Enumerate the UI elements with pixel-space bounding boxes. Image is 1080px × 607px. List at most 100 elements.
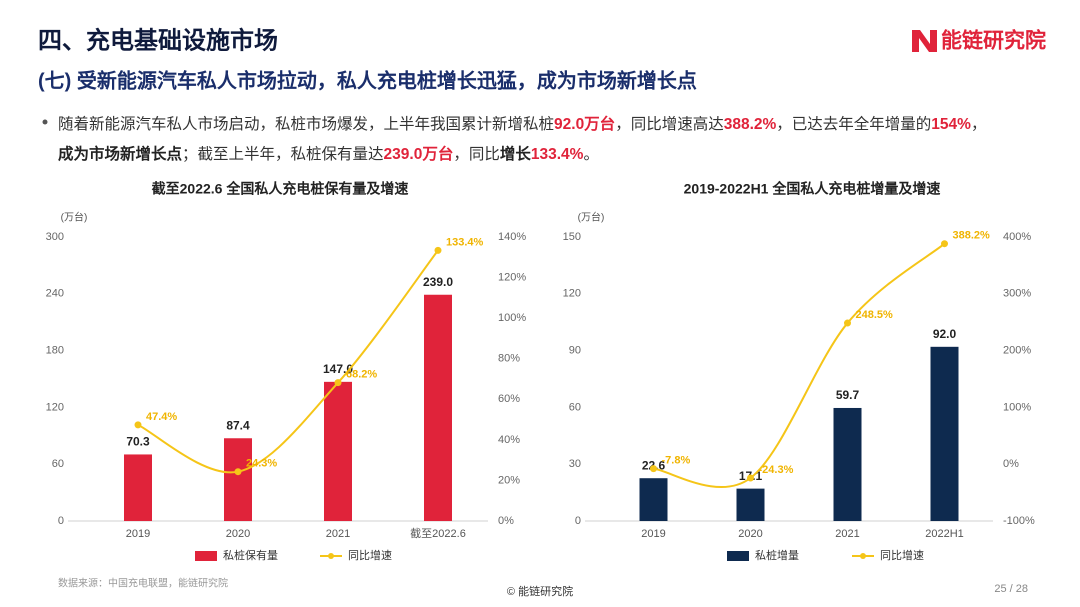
y-tick-label: 0 — [575, 515, 581, 527]
y-tick-label: 180 — [46, 345, 64, 357]
legend-label: 同比增速 — [348, 548, 392, 562]
bar-value-label: 92.0 — [933, 327, 957, 341]
y2-tick-label: 100% — [498, 312, 526, 324]
line-point — [434, 246, 442, 254]
y2-tick-label: 0% — [498, 515, 514, 527]
legend-dot — [860, 553, 866, 559]
y2-tick-label: -100% — [1003, 515, 1035, 527]
bar-value-label: 239.0 — [423, 275, 453, 289]
bullet-text: 成为市场新增长点 — [58, 146, 183, 163]
bullet-text: ，已达去年全年增量的 — [776, 116, 932, 133]
y2-tick-label: 400% — [1003, 231, 1031, 243]
line-value-label: 68.2% — [346, 369, 377, 381]
bar — [833, 407, 862, 521]
y-tick-label: 60 — [569, 401, 581, 413]
bullet-text: ，同比增速高达 — [615, 116, 724, 133]
y-tick-label: 120 — [563, 288, 581, 300]
y2-tick-label: 40% — [498, 434, 520, 446]
line-point — [747, 474, 754, 482]
bar — [324, 381, 352, 521]
bullet-text: ， — [970, 116, 987, 133]
logo-icon — [912, 30, 937, 52]
bullet-text: 154% — [931, 116, 971, 133]
legend-label: 私桩增量 — [755, 548, 799, 562]
x-tick-label: 2021 — [835, 528, 859, 540]
x-tick-label: 2019 — [641, 528, 665, 540]
y-tick-label: 300 — [46, 231, 64, 243]
chart-title: 截至2022.6 全国私人充电桩保有量及增速 — [152, 181, 409, 197]
bullet-text: 92.0万台 — [554, 116, 616, 133]
line-value-label: 24.3% — [246, 458, 277, 470]
y2-tick-label: 0% — [1003, 458, 1019, 470]
y-tick-label: 60 — [52, 458, 64, 470]
bar — [639, 478, 668, 521]
line-value-label: 248.5% — [856, 309, 894, 321]
y2-tick-label: 100% — [1003, 401, 1031, 413]
slide-title: 四、充电基础设施市场 — [38, 26, 278, 54]
x-tick-label: 2020 — [738, 528, 762, 540]
x-tick-label: 2021 — [326, 528, 350, 540]
line-point — [334, 379, 342, 387]
bar — [736, 488, 765, 521]
bar — [124, 454, 152, 521]
y2-tick-label: 140% — [498, 231, 526, 243]
bullet-text: 133.4% — [530, 146, 584, 163]
line-point — [234, 468, 242, 476]
y-tick-label: 240 — [46, 288, 64, 300]
legend-swatch — [727, 551, 749, 561]
line-point — [134, 421, 142, 429]
bullet-text: 239.0万台 — [383, 146, 454, 163]
bar — [930, 346, 959, 521]
x-tick-label: 2020 — [226, 528, 250, 540]
bullet-line: 随着新能源汽车私人市场启动，私桩市场爆发，上半年我国累计新增私桩92.0万台，同… — [58, 112, 986, 134]
bullet-text: ；截至上半年，私桩保有量达 — [182, 146, 384, 163]
y2-tick-label: 200% — [1003, 345, 1031, 357]
bullet-text: 388.2% — [723, 116, 777, 133]
logo-text: 能链研究院 — [941, 29, 1046, 53]
line-value-label: 388.2% — [953, 230, 991, 242]
y-tick-label: 0 — [58, 515, 64, 527]
y-axis-label: (万台) — [578, 211, 605, 224]
y-axis-label: (万台) — [61, 211, 88, 224]
source: 数据来源：中国充电联盟，能链研究院 — [58, 577, 228, 590]
footer-center: © 能链研究院 — [507, 584, 573, 598]
legend-dot — [328, 553, 334, 559]
line-value-label: 47.4% — [146, 411, 177, 423]
y-tick-label: 150 — [563, 231, 581, 243]
line-value-label: 133.4% — [446, 236, 484, 248]
bullet-text: 随着新能源汽车私人市场启动，私桩市场爆发，上半年我国累计新增私桩 — [58, 116, 555, 133]
y-tick-label: 120 — [46, 401, 64, 413]
bullet-dot — [42, 119, 48, 125]
x-tick-label: 截至2022.6 — [410, 526, 466, 540]
line — [653, 242, 946, 489]
bullet-line: 成为市场新增长点；截至上半年，私桩保有量达239.0万台，同比增长133.4%。 — [58, 142, 599, 164]
bar-value-label: 70.3 — [126, 435, 150, 449]
line — [137, 249, 439, 474]
bullet-text: 。 — [583, 146, 599, 163]
line-point — [650, 465, 657, 473]
x-tick-label: 2022H1 — [925, 528, 964, 540]
y2-tick-label: 20% — [498, 474, 520, 486]
legend-label: 私桩保有量 — [223, 548, 278, 562]
y-tick-label: 90 — [569, 345, 581, 357]
slide-subtitle: (七) 受新能源汽车私人市场拉动，私人充电桩增长迅猛，成为市场新增长点 — [38, 68, 697, 92]
bullet-text: ，同比 — [453, 146, 500, 163]
y2-tick-label: 60% — [498, 393, 520, 405]
bar — [224, 438, 252, 521]
line-value-label: -24.3% — [759, 464, 794, 476]
line-point — [844, 319, 851, 327]
bullet-text: 增长 — [499, 146, 531, 163]
y2-tick-label: 120% — [498, 271, 526, 283]
y2-tick-label: 300% — [1003, 288, 1031, 300]
bar — [424, 294, 452, 521]
y-tick-label: 30 — [569, 458, 581, 470]
legend-label: 同比增速 — [880, 548, 924, 562]
bar-value-label: 87.4 — [226, 418, 250, 432]
chart-title: 2019-2022H1 全国私人充电桩增量及增速 — [684, 181, 941, 197]
y2-tick-label: 80% — [498, 353, 520, 365]
line-value-label: -7.8% — [662, 455, 691, 467]
line-point — [941, 240, 948, 248]
x-tick-label: 2019 — [126, 528, 150, 540]
